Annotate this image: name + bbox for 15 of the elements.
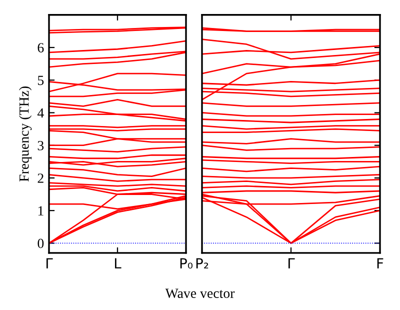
y-axis-title: Frequency (THz) [19,86,32,182]
y-tick-label: 2 [38,174,44,183]
x-tick-label: L [114,258,122,268]
x-axis-title: Wave vector [165,288,235,298]
x-tick-label: Γ [46,258,53,268]
y-tick-label: 5 [38,76,44,86]
x-tick-label: F [377,258,384,268]
y-tick-label: 3 [38,140,44,150]
y-tick-label: 6 [38,43,44,52]
x-tick-label: Γ [288,258,295,268]
y-tick-label: 1 [38,206,44,216]
x-tick-label: P₂ [196,258,208,268]
x-tick-label: P₀ [180,258,192,269]
y-tick-label: 0 [38,238,44,248]
y-tick-label: 4 [37,108,44,118]
